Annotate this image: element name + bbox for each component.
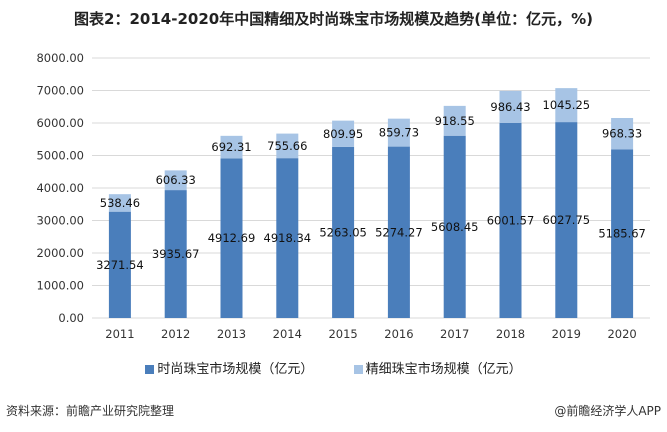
bar-fine — [387, 118, 410, 147]
bar-fashion — [387, 146, 410, 318]
data-label-fashion: 6001.57 — [487, 213, 535, 227]
bar-fine — [164, 170, 187, 191]
bar-fashion — [443, 135, 466, 318]
credit-note: @前瞻经济学人APP — [554, 404, 661, 418]
data-label-fine: 986.43 — [490, 100, 530, 114]
bar-fashion — [108, 211, 131, 318]
legend-swatch-fashion — [145, 365, 155, 374]
y-tick-label: 0.00 — [58, 311, 84, 325]
legend-item-fashion: 时尚珠宝市场规模（亿元） — [145, 358, 313, 377]
data-label-fine: 809.95 — [323, 127, 363, 141]
x-tick-label: 2020 — [607, 327, 636, 341]
data-label-fashion: 5608.45 — [431, 220, 479, 234]
chart-title: 图表2：2014-2020年中国精细及时尚珠宝市场规模及趋势(单位：亿元，%) — [74, 10, 593, 28]
data-label-fashion: 4918.34 — [264, 231, 312, 245]
bar-fine — [220, 135, 243, 159]
y-tick-label: 5000.00 — [36, 149, 84, 163]
legend: 时尚珠宝市场规模（亿元） 精细珠宝市场规模（亿元） — [0, 358, 667, 377]
data-label-fashion: 6027.75 — [543, 213, 591, 227]
bar-fashion — [276, 158, 299, 318]
data-label-fine: 859.73 — [379, 126, 419, 140]
data-label-fine: 692.31 — [211, 140, 251, 154]
bar-fine — [611, 117, 634, 150]
legend-item-fine: 精细珠宝市场规模（亿元） — [353, 358, 522, 377]
bar-fine — [499, 90, 522, 123]
x-tick-label: 2012 — [161, 327, 190, 341]
data-label-fashion: 3935.67 — [152, 247, 200, 261]
data-label-fine: 1045.25 — [543, 98, 591, 112]
y-tick-label: 8000.00 — [36, 51, 84, 65]
legend-label-fine: 精细珠宝市场规模（亿元） — [365, 362, 522, 377]
data-label-fine: 606.33 — [156, 173, 196, 187]
x-tick-label: 2018 — [496, 327, 525, 341]
x-tick-label: 2014 — [273, 327, 302, 341]
bar-fashion — [220, 158, 243, 318]
data-label-fine: 755.66 — [267, 139, 307, 153]
source-note: 资料来源：前瞻产业研究院整理 — [6, 404, 175, 418]
legend-swatch-fine — [353, 365, 363, 374]
x-tick-label: 2019 — [552, 327, 581, 341]
bar-fashion — [555, 122, 578, 319]
data-label-fashion: 5185.67 — [598, 227, 646, 241]
data-label-fashion: 5274.27 — [375, 225, 423, 239]
data-label-fine: 918.55 — [435, 114, 475, 128]
x-tick-label: 2011 — [105, 327, 134, 341]
y-tick-label: 2000.00 — [36, 246, 84, 260]
data-label-fine: 538.46 — [100, 196, 140, 210]
data-label-fashion: 3271.54 — [96, 258, 144, 272]
bar-fine — [443, 105, 466, 136]
x-tick-label: 2015 — [328, 327, 357, 341]
bar-fashion — [332, 146, 355, 318]
bar-fashion — [611, 149, 634, 318]
bar-fashion — [499, 122, 522, 318]
bar-fashion — [164, 190, 187, 318]
legend-label-fashion: 时尚珠宝市场规模（亿元） — [157, 362, 314, 377]
bar-fine — [276, 133, 299, 159]
y-tick-label: 7000.00 — [36, 84, 84, 98]
y-tick-label: 1000.00 — [36, 279, 84, 293]
y-tick-label: 3000.00 — [36, 214, 84, 228]
y-tick-label: 4000.00 — [36, 181, 84, 195]
bar-fine — [108, 194, 131, 212]
x-tick-label: 2017 — [440, 327, 469, 341]
data-label-fashion: 5263.05 — [319, 225, 367, 239]
bar-fine — [555, 88, 578, 123]
y-tick-label: 6000.00 — [36, 116, 84, 130]
x-tick-label: 2016 — [384, 327, 413, 341]
bar-fine — [332, 120, 355, 147]
data-label-fine: 968.33 — [602, 127, 642, 141]
x-tick-label: 2013 — [217, 327, 246, 341]
data-label-fashion: 4912.69 — [208, 231, 256, 245]
